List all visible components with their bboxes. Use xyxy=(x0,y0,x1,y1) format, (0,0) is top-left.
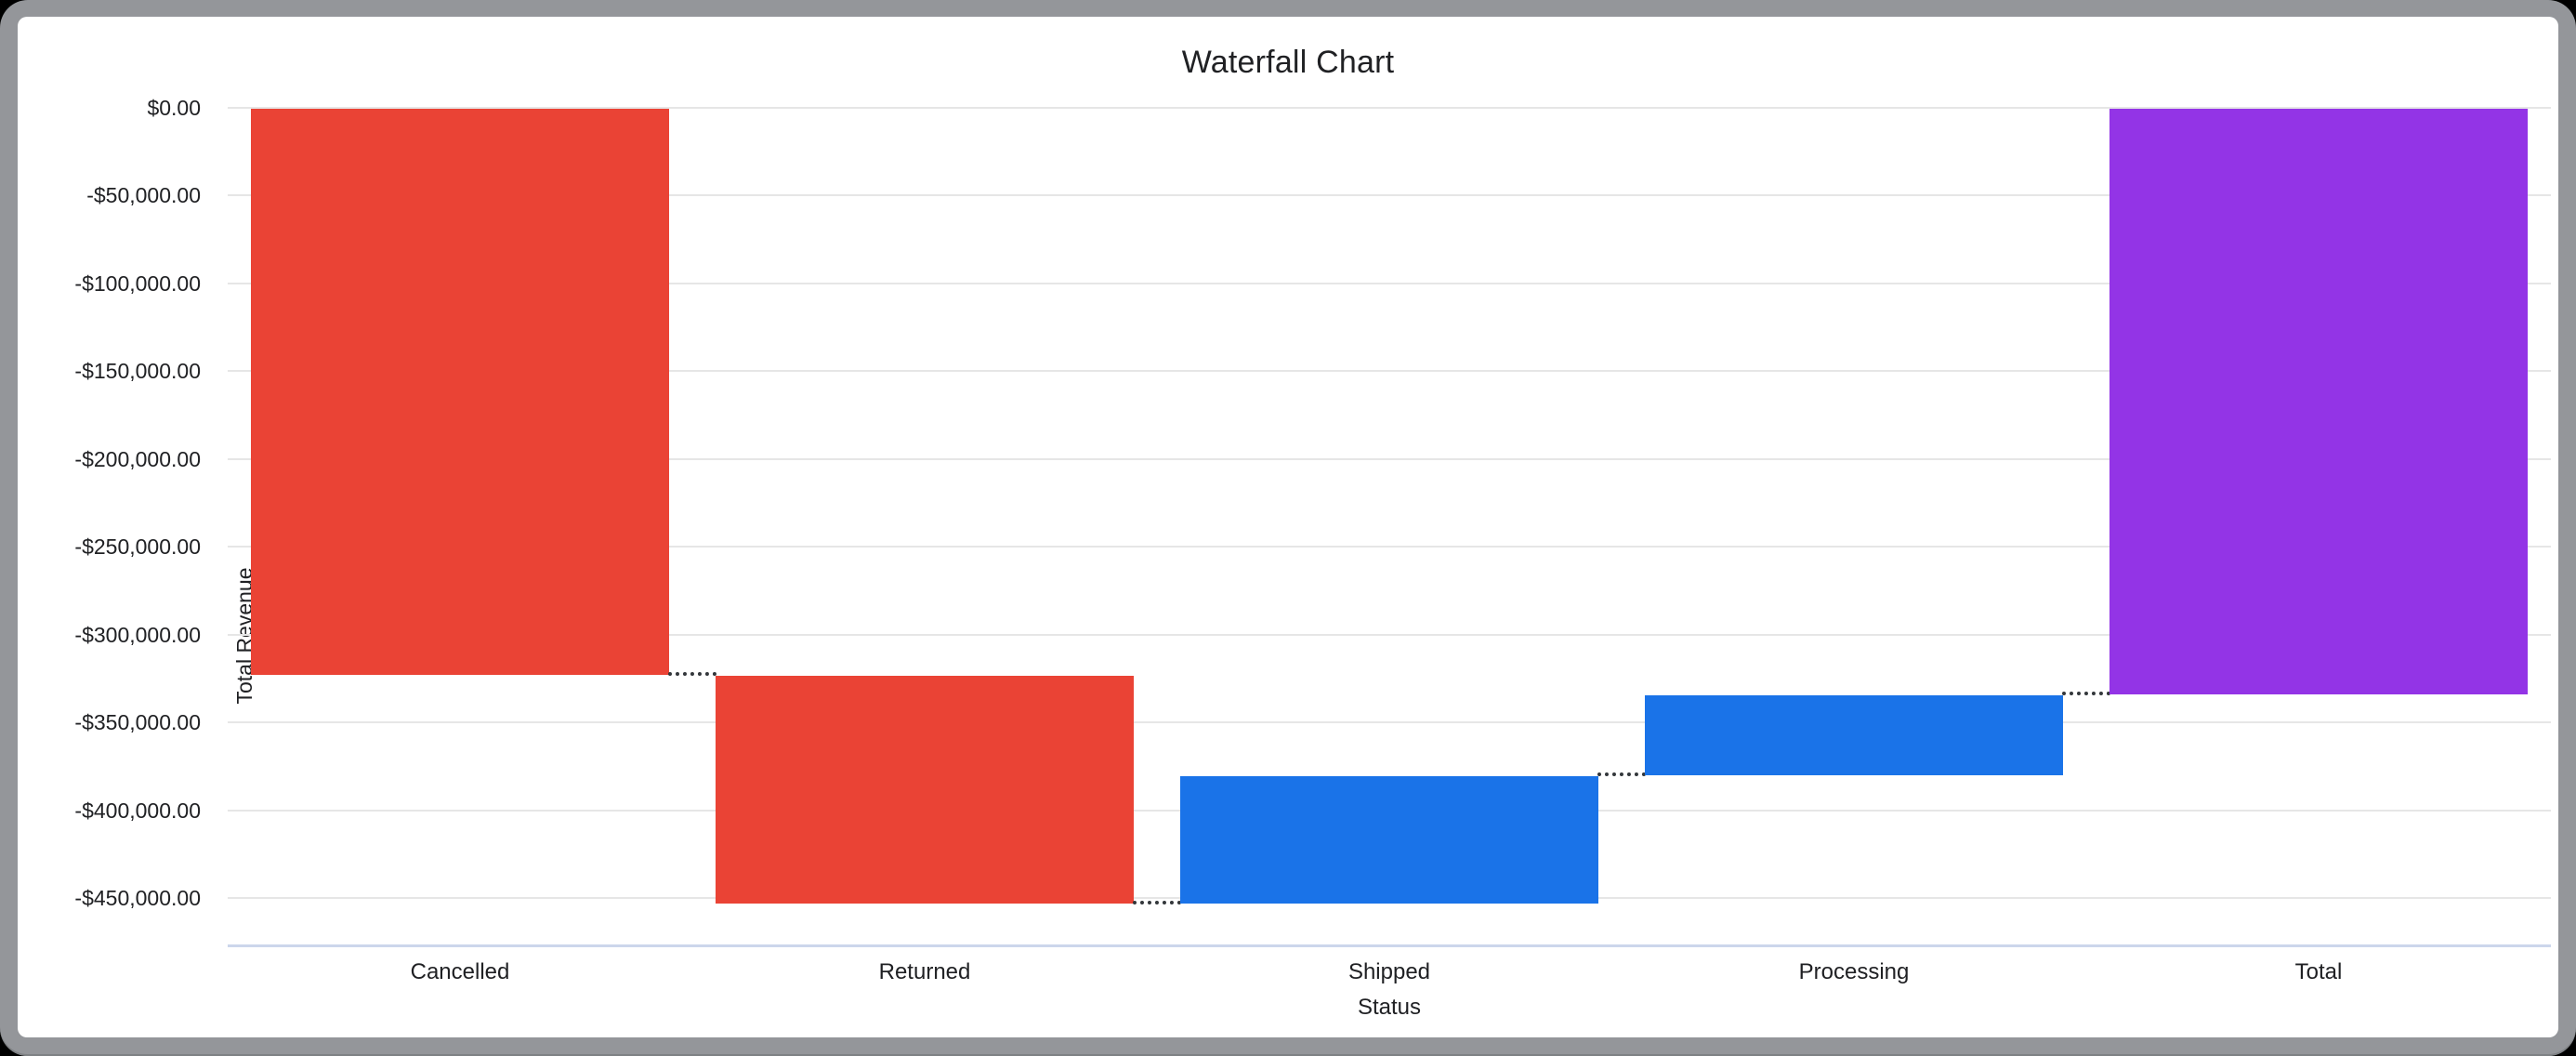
waterfall-connector xyxy=(668,672,716,677)
x-tick-label-total: Total xyxy=(2294,959,2343,984)
y-gridline xyxy=(228,194,2551,197)
y-tick-label: -$300,000.00 xyxy=(74,622,201,647)
waterfall-bar-returned[interactable] xyxy=(716,676,1134,904)
waterfall-bar-cancelled[interactable] xyxy=(251,109,669,676)
waterfall-bar-total[interactable] xyxy=(2109,109,2528,695)
y-tick-label: $0.00 xyxy=(147,96,201,120)
x-tick-label-returned: Returned xyxy=(878,959,971,984)
x-axis-title: Status xyxy=(1357,995,1422,1020)
plot-area: Total Revenue xyxy=(228,107,2551,947)
y-tick-label: -$50,000.00 xyxy=(86,183,201,208)
y-gridline xyxy=(228,546,2551,548)
waterfall-connector xyxy=(1133,901,1181,905)
waterfall-bar-processing[interactable] xyxy=(1645,695,2063,775)
y-tick-label: -$200,000.00 xyxy=(74,446,201,471)
y-tick-label: -$100,000.00 xyxy=(74,271,201,296)
x-axis-baseline xyxy=(228,944,2551,947)
y-gridline xyxy=(228,107,2551,109)
y-gridline xyxy=(228,457,2551,460)
x-tick-label-cancelled: Cancelled xyxy=(410,959,510,984)
y-tick-label: -$250,000.00 xyxy=(74,535,201,560)
y-gridline xyxy=(228,721,2551,724)
waterfall-connector xyxy=(1597,772,1646,776)
waterfall-connector xyxy=(2062,692,2110,696)
y-tick-label: -$450,000.00 xyxy=(74,886,201,910)
chart-title: Waterfall Chart xyxy=(1181,45,1395,80)
y-gridline xyxy=(228,282,2551,284)
x-tick-label-processing: Processing xyxy=(1798,959,1910,984)
x-tick-label-shipped: Shipped xyxy=(1347,959,1431,984)
y-gridline xyxy=(228,633,2551,636)
y-gridline xyxy=(228,370,2551,373)
y-tick-label: -$150,000.00 xyxy=(74,359,201,384)
y-tick-label: -$350,000.00 xyxy=(74,710,201,735)
y-tick-label: -$400,000.00 xyxy=(74,798,201,823)
waterfall-bar-shipped[interactable] xyxy=(1180,775,1598,904)
